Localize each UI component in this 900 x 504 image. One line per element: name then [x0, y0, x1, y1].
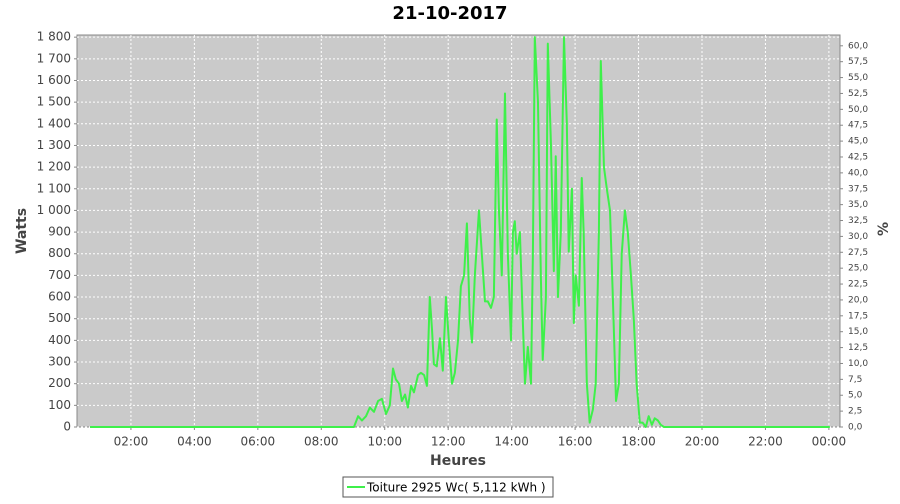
- x-tick-label: 16:00: [558, 435, 593, 449]
- y2-axis-label: %: [876, 222, 892, 236]
- y2-tick-label: 45,0: [848, 137, 868, 147]
- y2-tick-label: 32,5: [848, 216, 868, 226]
- y-tick-label: 800: [48, 246, 71, 260]
- data-line: [90, 36, 830, 428]
- x-tick-label: 20:00: [685, 435, 720, 449]
- y2-tick-label: 22,5: [848, 280, 868, 290]
- y-tick-label: 1 500: [37, 95, 71, 109]
- x-tick-label: 12:00: [431, 435, 466, 449]
- y-tick-label: 1 000: [37, 203, 71, 217]
- y2-tick-label: 12,5: [848, 343, 868, 353]
- y2-tick-label: 5,0: [848, 391, 863, 401]
- y2-tick-label: 7,5: [848, 375, 862, 385]
- y2-tick-label: 15,0: [848, 327, 868, 337]
- y2-tick-label: 25,0: [848, 264, 868, 274]
- y-tick-label: 200: [48, 376, 71, 390]
- y-axis-label: Watts: [14, 208, 30, 254]
- y-tick-label: 1 400: [37, 116, 71, 130]
- x-tick-label: 06:00: [241, 435, 276, 449]
- x-tick-label: 18:00: [621, 435, 656, 449]
- y2-tick-label: 2,5: [848, 407, 862, 417]
- y-tick-label: 1 300: [37, 138, 71, 152]
- x-axis-label: Heures: [430, 453, 486, 469]
- y-tick-label: 0: [63, 420, 71, 434]
- y-tick-label: 1 100: [37, 181, 71, 195]
- x-tick-label: 22:00: [748, 435, 783, 449]
- y-tick-label: 100: [48, 398, 71, 412]
- y2-tick-label: 50,0: [848, 105, 868, 115]
- y2-tick-label: 52,5: [848, 89, 868, 99]
- y2-tick-label: 27,5: [848, 248, 868, 258]
- y-tick-label: 1 700: [37, 51, 71, 65]
- y2-tick-label: 47,5: [848, 121, 868, 131]
- y-tick-label: 500: [48, 311, 71, 325]
- x-tick-label: 00:00: [812, 435, 847, 449]
- x-tick-label: 02:00: [114, 435, 149, 449]
- y-tick-label: 1 200: [37, 160, 71, 174]
- y2-tick-label: 55,0: [848, 73, 868, 83]
- chart-title: 21-10-2017: [392, 3, 507, 24]
- y2-tick-label: 57,5: [848, 57, 868, 67]
- y-tick-label: 900: [48, 225, 71, 239]
- y-tick-label: 1 800: [37, 30, 71, 44]
- x-tick-label: 04:00: [177, 435, 212, 449]
- y2-tick-label: 60,0: [848, 41, 868, 51]
- y-tick-label: 400: [48, 333, 71, 347]
- y-tick-label: 700: [48, 268, 71, 282]
- x-tick-label: 10:00: [367, 435, 402, 449]
- y-tick-label: 300: [48, 355, 71, 369]
- y2-tick-label: 10,0: [848, 359, 868, 369]
- y-tick-label: 1 600: [37, 73, 71, 87]
- y2-tick-label: 42,5: [848, 152, 868, 162]
- y2-tick-label: 40,0: [848, 168, 868, 178]
- y2-tick-label: 37,5: [848, 184, 868, 194]
- plot-area: [76, 34, 841, 428]
- legend: [342, 476, 554, 498]
- y2-tick-label: 20,0: [848, 295, 868, 305]
- y2-tick-label: 30,0: [848, 232, 868, 242]
- y2-tick-label: 0,0: [848, 423, 863, 433]
- legend-label: Toiture 2925 Wc( 5,112 kWh ): [366, 481, 546, 495]
- y-tick-label: 600: [48, 290, 71, 304]
- y2-tick-label: 17,5: [848, 311, 868, 321]
- y2-tick-label: 35,0: [848, 200, 868, 210]
- x-tick-label: 08:00: [304, 435, 339, 449]
- x-tick-label: 14:00: [494, 435, 529, 449]
